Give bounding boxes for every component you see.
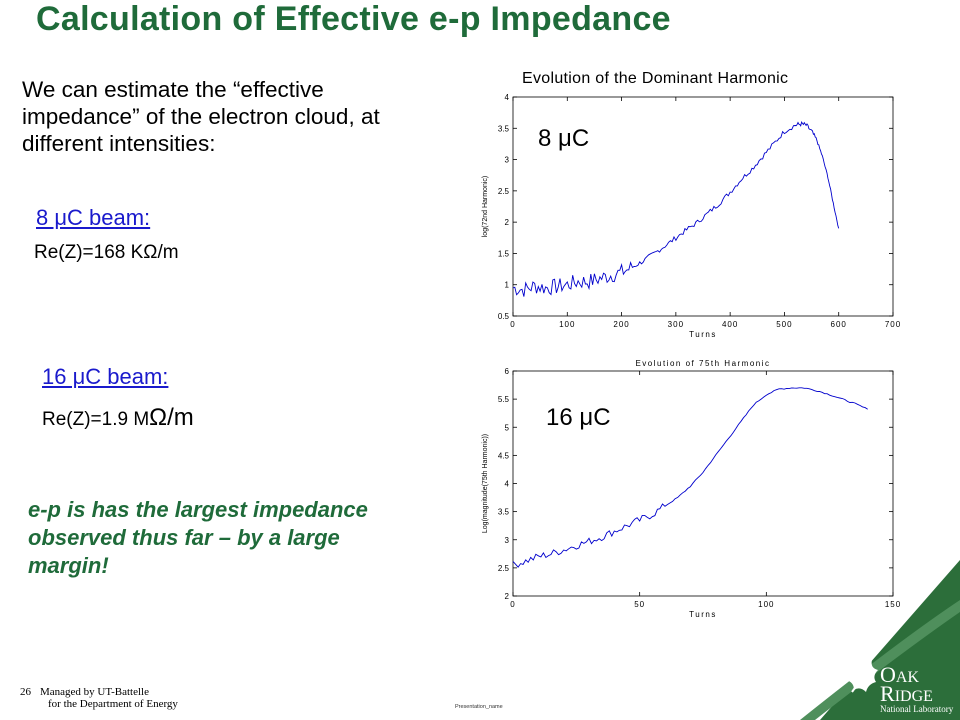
y-tick-label: 3.5 [498, 124, 510, 133]
y-tick-label: 3.5 [498, 508, 510, 517]
x-tick-label: 150 [885, 600, 901, 609]
chart1: 0 100 200 300 400 500 600 700 0.5 1 1.5 2 2.5 3 3.5 4 Tu… [482, 93, 901, 339]
x-tick-label: 300 [668, 320, 684, 329]
x-tick-label: 50 [634, 600, 645, 609]
y-tick-label: 5.5 [498, 395, 510, 404]
beam1-impedance: Re(Z)=168 KΩ/m [34, 242, 179, 263]
x-tick-label: 500 [776, 320, 792, 329]
x-tick-label: 100 [559, 320, 575, 329]
y-tick-label: 1.5 [498, 249, 510, 258]
chart1-title: Evolution of the Dominant Harmonic [522, 70, 789, 87]
y-tick-label: 1 [505, 281, 510, 290]
logo-ridge-cap: R [880, 681, 895, 706]
y-tick-label: 4.5 [498, 451, 510, 460]
x-axis-label: Turns [689, 330, 717, 339]
x-tick-label: 0 [510, 600, 515, 609]
series-line [512, 387, 868, 568]
x-tick-label: 700 [885, 320, 901, 329]
conclusion-text: e-p is has the largest impedance observe… [28, 497, 368, 578]
logo-oak-cap: O [880, 662, 896, 687]
y-tick-label: 2 [505, 218, 510, 227]
plot-frame [512, 96, 894, 317]
x-tick-label: 600 [831, 320, 847, 329]
logo-oak: OAK [880, 662, 919, 688]
managed-by-line1: Managed by UT-Battelle [40, 686, 149, 698]
chart-title: Evolution of 75th Harmonic [635, 359, 770, 368]
managed-by-line2: for the Department of Energy [48, 698, 178, 710]
y-tick-label: 6 [505, 367, 510, 376]
logo-ridge-rest: IDGE [894, 688, 933, 705]
x-tick-label: 400 [722, 320, 738, 329]
y-tick-label: 0.5 [498, 312, 510, 321]
y-tick-label: 4 [505, 93, 510, 102]
presentation-name: Presentation_name [455, 704, 503, 710]
chart2: 0 50 100 150 2 2.5 3 3.5 4 4.5 5 5.5 6 Turns Log(magni… [482, 359, 901, 619]
series-line [512, 120, 840, 297]
logo-oak-rest: AK [895, 669, 919, 686]
y-tick-label: 3 [505, 156, 510, 165]
logo-national-lab: National Laboratory [880, 704, 954, 714]
beam2-impedance-unit: Ω/m [149, 404, 194, 431]
chart1-annotation: 8 μC [538, 125, 590, 152]
logo-light-swoosh [800, 600, 960, 720]
y-tick-label: 2 [505, 592, 510, 601]
y-tick-label: 2.5 [498, 564, 510, 573]
slide-title: Calculation of Effective e-p Impedance [36, 0, 671, 38]
y-tick-label: 4 [505, 480, 510, 489]
y-tick-label: 2.5 [498, 187, 510, 196]
y-axis-label: log(72nd Harmonic) [482, 176, 489, 237]
x-axis-label: Turns [689, 610, 717, 619]
x-tick-label: 0 [510, 320, 515, 329]
beam2-impedance: Re(Z)=1.9 MΩ/m [42, 404, 194, 432]
chart2-annotation: 16 μC [546, 404, 611, 431]
beam2-impedance-value: Re(Z)=1.9 M [42, 409, 150, 430]
x-tick-label: 200 [613, 320, 629, 329]
logo-ridge: RIDGE [880, 681, 933, 707]
page-number: 26 [20, 686, 31, 698]
beam1-heading[interactable]: 8 μC beam: [36, 205, 151, 230]
y-axis-label: Log(magnitude(75th Harmonic)) [482, 434, 489, 533]
y-tick-label: 5 [505, 423, 510, 432]
x-tick-label: 100 [758, 600, 774, 609]
oak-leaf-icon [846, 657, 878, 693]
beam2-heading[interactable]: 16 μC beam: [42, 364, 169, 389]
y-tick-label: 3 [505, 536, 510, 545]
intro-text: We can estimate the “effective impedance… [22, 77, 380, 156]
